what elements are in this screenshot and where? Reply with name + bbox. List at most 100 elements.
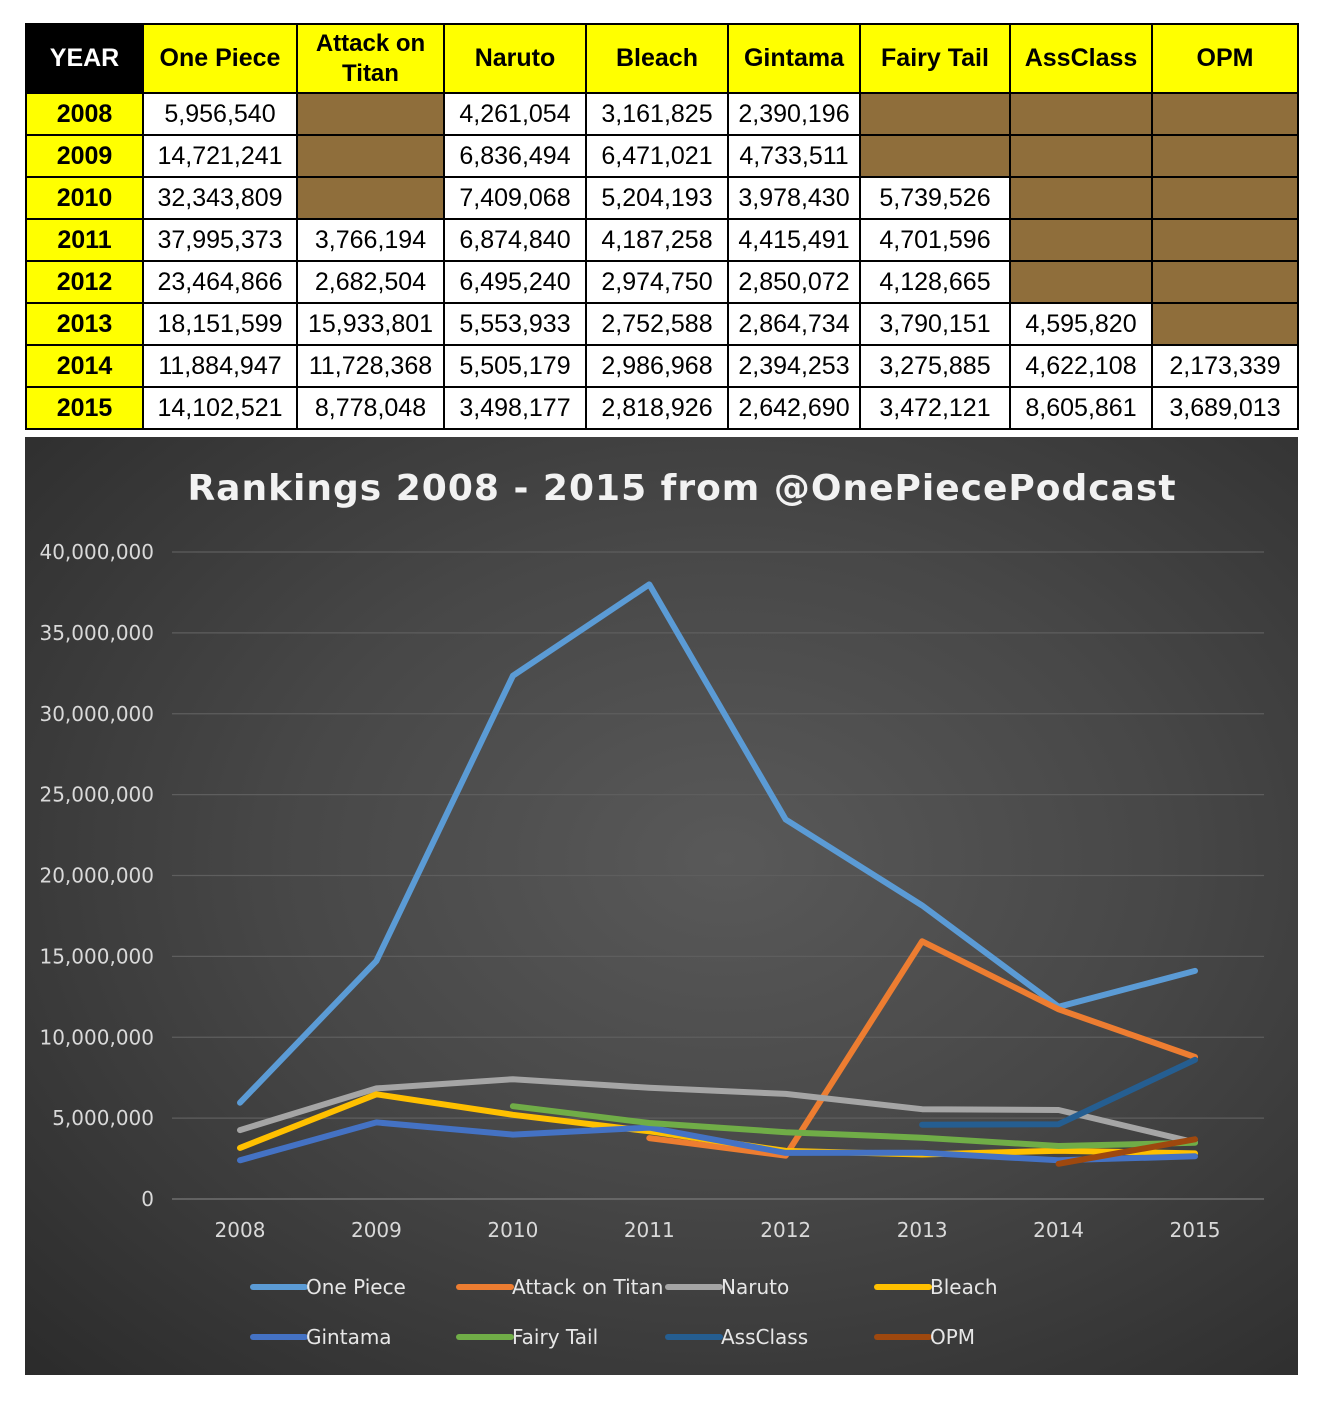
table-cell: 2,974,750: [585, 260, 729, 304]
table-cell: 2,850,072: [727, 260, 861, 304]
empty-cell: [1151, 92, 1299, 136]
series-line-one-piece: [237, 581, 1198, 1106]
legend-label-bleach: Bleach: [930, 1275, 998, 1299]
legend-label-naruto: Naruto: [721, 1275, 789, 1299]
table-cell: 11,728,368: [296, 344, 445, 388]
table-cell: 18,151,599: [142, 302, 298, 346]
table-cell: 6,836,494: [443, 134, 587, 178]
chart-title: Rankings 2008 - 2015 from @OnePiecePodca…: [187, 468, 1176, 509]
y-tick-label: 5,000,000: [52, 1106, 154, 1130]
table-cell: 2,173,339: [1151, 344, 1299, 388]
grid-lines: [172, 551, 1264, 1200]
table-cell: 2,682,504: [296, 260, 445, 304]
table-cell: 5,956,540: [142, 92, 298, 136]
empty-cell: [296, 92, 445, 136]
series-line-assclass: [919, 1056, 1198, 1128]
x-tick-label: 2011: [624, 1218, 675, 1242]
row-year: 2013: [25, 302, 144, 346]
empty-cell: [1009, 134, 1153, 178]
table-cell: 14,721,241: [142, 134, 298, 178]
table-cell: 8,778,048: [296, 386, 445, 430]
table-cell: 5,553,933: [443, 302, 587, 346]
x-tick-label: 2014: [1033, 1218, 1084, 1242]
column-header: Bleach: [585, 23, 729, 94]
column-header: Gintama: [727, 23, 861, 94]
table-row: 2008 5,956,540 4,261,054 3,161,825 2,390,196: [25, 92, 1299, 136]
table-cell: 4,595,820: [1009, 302, 1153, 346]
x-tick-label: 2015: [1170, 1218, 1221, 1242]
table-row: 2009 14,721,241 6,836,494 6,471,021 4,733,51…: [25, 134, 1299, 178]
column-header: Naruto: [443, 23, 587, 94]
table-row: 2013 18,151,599 15,933,801 5,553,933 2,752,5…: [25, 302, 1299, 346]
x-tick-label: 2013: [897, 1218, 948, 1242]
table-cell: 32,343,809: [142, 176, 298, 220]
table-cell: 2,642,690: [727, 386, 861, 430]
empty-cell: [1009, 176, 1153, 220]
table-row: 2011 37,995,373 3,766,194 6,874,840 4,187,25…: [25, 218, 1299, 262]
axis-labels: 0 5,000,000 10,000,000 15,000,000 20,000,000…: [39, 540, 1220, 1242]
empty-cell: [1009, 260, 1153, 304]
table-cell: 2,394,253: [727, 344, 861, 388]
empty-cell: [1009, 92, 1153, 136]
table-cell: 2,390,196: [727, 92, 861, 136]
column-header: One Piece: [142, 23, 298, 94]
table-row: 2010 32,343,809 7,409,068 5,204,193 3,978,43…: [25, 176, 1299, 220]
series-line-attack-on-titan: [646, 938, 1198, 1159]
table-cell: 4,128,665: [859, 260, 1011, 304]
x-tick-label: 2008: [215, 1218, 266, 1242]
table-cell: 4,187,258: [585, 218, 729, 262]
rankings-table: YEAR One Piece Attack on Titan Naruto Bleach…: [25, 23, 1299, 430]
x-tick-label: 2010: [487, 1218, 538, 1242]
table-cell: 4,261,054: [443, 92, 587, 136]
table-cell: 3,498,177: [443, 386, 587, 430]
year-column-header: YEAR: [25, 23, 144, 94]
column-header: OPM: [1151, 23, 1299, 94]
series-lines: [237, 581, 1198, 1167]
row-year: 2009: [25, 134, 144, 178]
y-tick-label: 10,000,000: [39, 1025, 154, 1049]
legend-label-one-piece: One Piece: [306, 1275, 406, 1299]
y-tick-label: 35,000,000: [39, 621, 154, 645]
line-chart: Rankings 2008 - 2015 from @OnePiecePodca…: [39, 468, 1264, 1349]
empty-cell: [1009, 218, 1153, 262]
table-cell: 4,415,491: [727, 218, 861, 262]
empty-cell: [1151, 176, 1299, 220]
table-cell: 3,766,194: [296, 218, 445, 262]
empty-cell: [859, 92, 1011, 136]
series-line-opm: [1055, 1136, 1198, 1167]
row-year: 2015: [25, 386, 144, 430]
column-header: Fairy Tail: [859, 23, 1011, 94]
table-cell: 3,689,013: [1151, 386, 1299, 430]
table-cell: 3,978,430: [727, 176, 861, 220]
series-line-naruto: [237, 1076, 1198, 1146]
empty-cell: [296, 134, 445, 178]
legend-label-gintama: Gintama: [306, 1325, 392, 1349]
table-cell: 23,464,866: [142, 260, 298, 304]
table-row: 2014 11,884,947 11,728,368 5,505,179 2,986,9…: [25, 344, 1299, 388]
table-cell: 3,161,825: [585, 92, 729, 136]
table-row: 2015 14,102,521 8,778,048 3,498,177 2,818,92…: [25, 386, 1299, 430]
y-tick-label: 25,000,000: [39, 783, 154, 807]
empty-cell: [1151, 260, 1299, 304]
table-cell: 3,275,885: [859, 344, 1011, 388]
empty-cell: [296, 176, 445, 220]
table-cell: 11,884,947: [142, 344, 298, 388]
row-year: 2012: [25, 260, 144, 304]
row-year: 2010: [25, 176, 144, 220]
row-year: 2011: [25, 218, 144, 262]
table-cell: 4,701,596: [859, 218, 1011, 262]
table-cell: 14,102,521: [142, 386, 298, 430]
y-tick-label: 15,000,000: [39, 944, 154, 968]
table-cell: 6,874,840: [443, 218, 587, 262]
table-cell: 6,495,240: [443, 260, 587, 304]
y-tick-label: 40,000,000: [39, 540, 154, 564]
y-tick-label: 0: [141, 1187, 154, 1211]
y-tick-label: 30,000,000: [39, 702, 154, 726]
column-header: Attack on Titan: [296, 23, 445, 94]
table-header-row: YEAR One Piece Attack on Titan Naruto Bleach…: [25, 23, 1299, 94]
y-tick-label: 20,000,000: [39, 864, 154, 888]
table-cell: 2,752,588: [585, 302, 729, 346]
table-cell: 2,864,734: [727, 302, 861, 346]
table-cell: 3,472,121: [859, 386, 1011, 430]
table-cell: 5,204,193: [585, 176, 729, 220]
